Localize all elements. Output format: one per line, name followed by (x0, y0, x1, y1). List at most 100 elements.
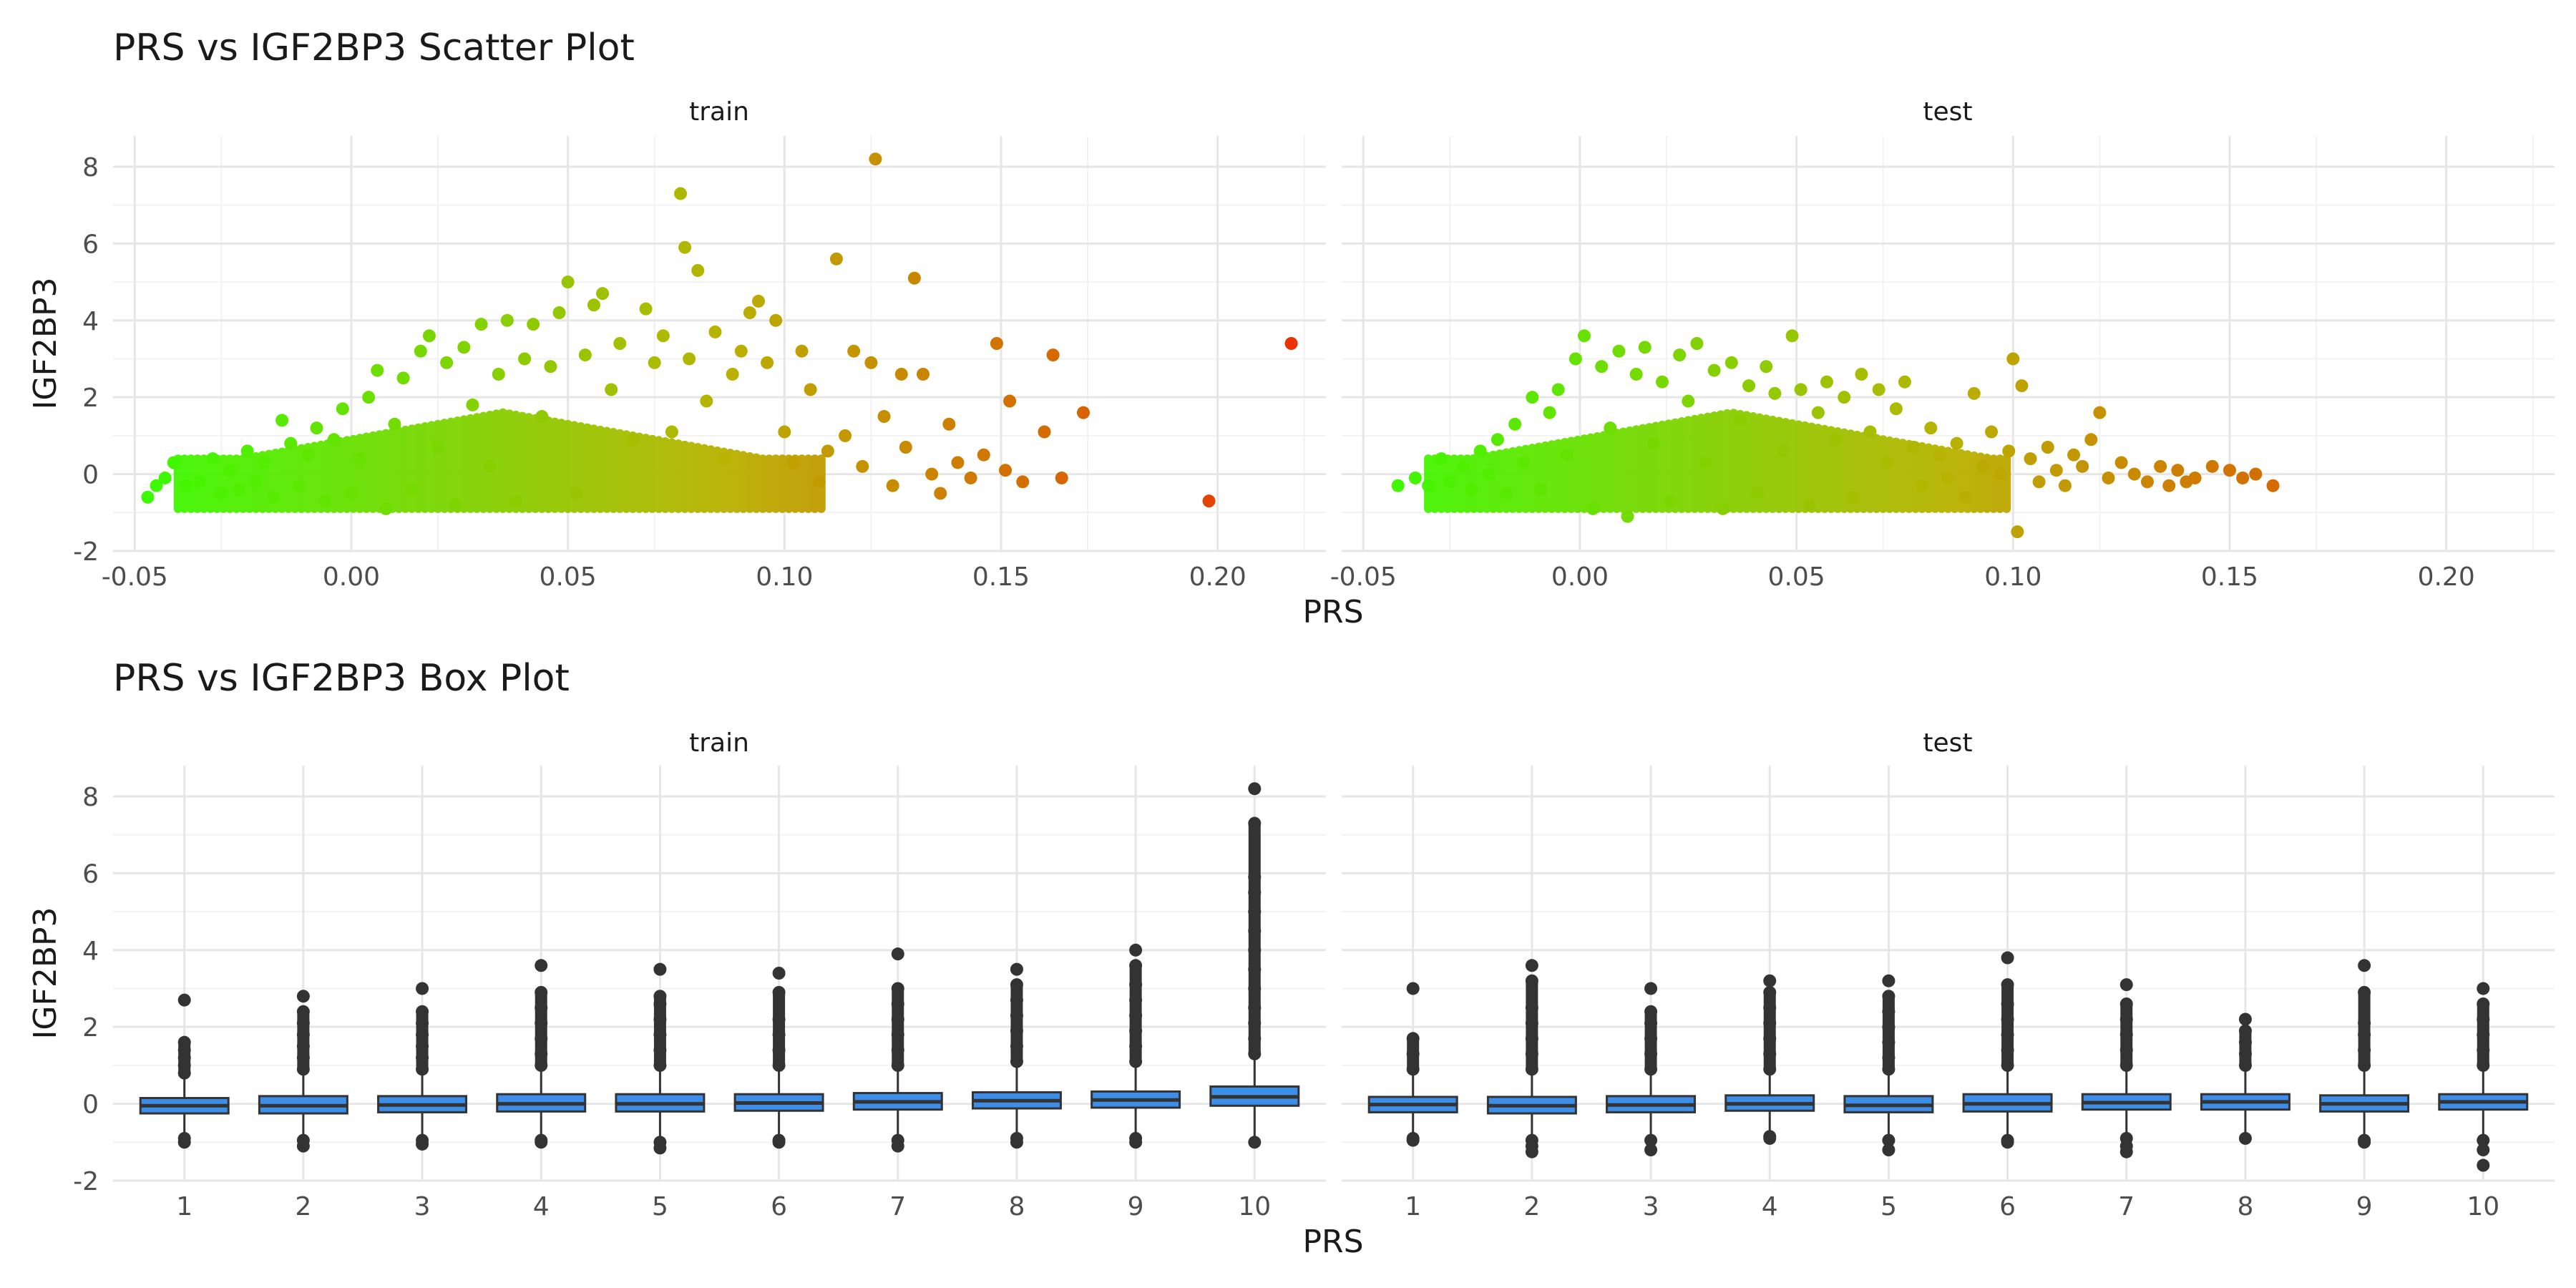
x-tick-label: 2 (1523, 1192, 1540, 1221)
outlier-point (1525, 1001, 1538, 1015)
outlier-point (416, 1137, 429, 1151)
outlier-point (2238, 1131, 2252, 1145)
outlier-point (1882, 1035, 1896, 1049)
scatter-point (1760, 360, 1773, 374)
scatter-point (1604, 421, 1617, 435)
scatter-point (232, 483, 245, 497)
outlier-point (772, 1043, 786, 1057)
scatter-point (674, 187, 688, 200)
scatter-point (626, 433, 640, 447)
outlier-point (1525, 1047, 1538, 1060)
scatter-point (1621, 509, 1634, 523)
outlier-point (296, 1051, 310, 1065)
x-tick-label: 7 (2118, 1192, 2135, 1221)
scatter-point (578, 348, 592, 362)
outlier-point (891, 947, 904, 961)
scatter-point (2266, 479, 2280, 492)
scatter-point (613, 337, 627, 350)
outlier-point (1644, 1005, 1658, 1018)
scatter-point (934, 487, 947, 500)
x-tick-label: 1 (176, 1192, 192, 1221)
box-panel-train: -2 0 2 4 6 8 1 2 3 4 5 6 7 8 9 10 (73, 766, 1326, 1221)
scatter-point (1482, 467, 1496, 481)
scatter-point (1673, 348, 1687, 362)
scatter-point (925, 467, 939, 481)
box-x-axis-label: PRS (1302, 1224, 1363, 1260)
scatter-point (917, 367, 930, 381)
x-tick-label: 8 (1008, 1192, 1025, 1221)
scatter-point (1408, 471, 1422, 484)
scatter-point (2162, 479, 2176, 492)
scatter-point (1612, 344, 1626, 358)
x-tick-label: 0.15 (972, 562, 1030, 592)
scatter-strip-test: test (1923, 97, 1972, 127)
outlier-point (1882, 1051, 1896, 1065)
outlier-point (416, 1028, 429, 1041)
scatter-point (1638, 341, 1652, 354)
scatter-point (1724, 356, 1738, 369)
outlier-point (1763, 1063, 1777, 1076)
outlier-point (416, 1051, 429, 1065)
scatter-point (240, 444, 254, 458)
scatter-point (2223, 464, 2236, 477)
outlier-point (1010, 962, 1023, 976)
x-tick-label: 10 (2467, 1192, 2499, 1221)
outlier-point (653, 990, 667, 1003)
scatter-point (1435, 452, 1448, 466)
scatter-point (2067, 448, 2081, 462)
outlier-point (296, 1016, 310, 1030)
scatter-point (492, 367, 505, 381)
scatter-point (691, 263, 705, 277)
scatter-point (1976, 459, 1989, 473)
scatter-point (344, 487, 358, 500)
scatter-point (353, 452, 367, 466)
outlier-point (535, 1058, 548, 1072)
scatter-point (804, 383, 817, 396)
outlier-point (772, 1058, 786, 1072)
scatter-point (1543, 406, 1556, 419)
outlier-point (653, 962, 667, 976)
outlier-point (2119, 1013, 2133, 1026)
outlier-point (1406, 1047, 1420, 1060)
outlier-point (416, 1005, 429, 1018)
scatter-point (717, 452, 731, 466)
y-tick-label: 2 (82, 1013, 99, 1043)
scatter-point (388, 417, 401, 431)
outlier-point (2119, 1043, 2133, 1057)
outlier-point (2001, 1058, 2014, 1072)
scatter-point (552, 306, 566, 320)
scatter-point (864, 356, 878, 369)
scatter-point (362, 391, 376, 404)
outlier-point (2477, 1043, 2490, 1057)
scatter-point (847, 344, 861, 358)
outlier-point (1763, 1016, 1777, 1030)
outlier-point (1644, 1143, 1658, 1157)
outlier-point (1644, 982, 1658, 995)
scatter-point (743, 306, 756, 320)
outlier-point (2001, 1028, 2014, 1041)
x-tick-label: -0.05 (102, 562, 168, 592)
scatter-point (1898, 375, 1911, 389)
scatter-point (1794, 383, 1807, 396)
outlier-point (1129, 959, 1143, 972)
scatter-point (1811, 406, 1825, 419)
scatter-point (1500, 487, 1513, 500)
scatter-point (440, 356, 454, 369)
scatter-point (1985, 425, 1999, 439)
outlier-point (1010, 1055, 1023, 1068)
x-tick-label: 0.20 (1189, 562, 1246, 592)
scatter-point (665, 425, 678, 439)
x-tick-label: 6 (771, 1192, 787, 1221)
scatter-title: PRS vs IGF2BP3 Scatter Plot (113, 26, 635, 69)
x-tick-label: 0.20 (2418, 562, 2475, 592)
scatter-point (2049, 464, 2063, 477)
scatter-point (656, 329, 670, 343)
box-panel-test: 1 2 3 4 5 6 7 8 9 10 (1342, 766, 2555, 1221)
box-strip-train: train (689, 728, 749, 758)
scatter-point (821, 444, 834, 458)
scatter-point (266, 490, 280, 504)
scatter-point (1967, 386, 1981, 400)
scatter-cloud (173, 408, 826, 513)
outlier-point (2358, 1058, 2371, 1072)
box-title: PRS vs IGF2BP3 Box Plot (113, 657, 570, 700)
